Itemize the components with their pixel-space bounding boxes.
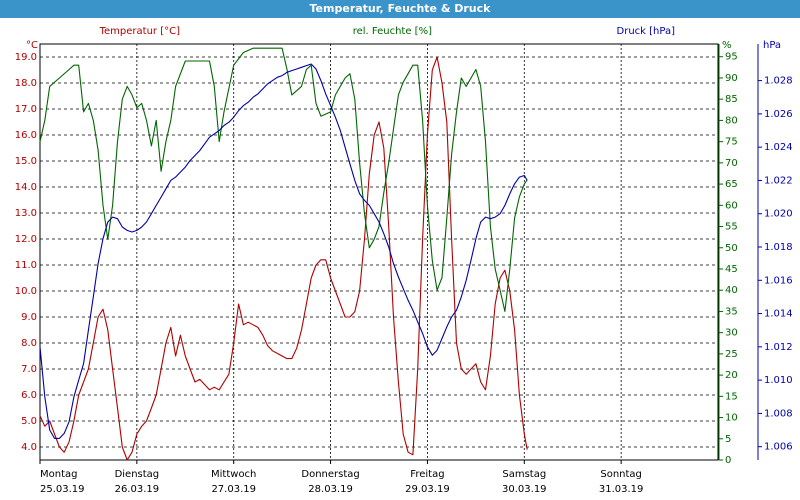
pressure-tick-label: 1.028 xyxy=(764,76,793,87)
humidity-tick-label: 65 xyxy=(725,179,738,190)
temperature-tick-label: 5.0 xyxy=(21,416,37,427)
temperature-tick-label: 18.0 xyxy=(15,78,37,89)
humidity-tick-label: 40 xyxy=(725,285,738,296)
humidity-series-line xyxy=(39,47,528,312)
temperature-tick-label: 11.0 xyxy=(15,260,37,271)
humidity-tick-label: 70 xyxy=(725,158,738,169)
day-tick-label: Sonntag xyxy=(600,469,642,480)
temperature-tick-label: 10.0 xyxy=(15,286,37,297)
pressure-tick-label: 1.008 xyxy=(764,408,793,419)
pressure-tick-label: 1.016 xyxy=(764,275,793,286)
pressure-tick-label: 1.020 xyxy=(764,209,793,220)
humidity-tick-label: 0 xyxy=(725,455,731,466)
temperature-tick-label: 14.0 xyxy=(15,182,37,193)
temperature-axis-title: Temperatur [°C] xyxy=(99,26,180,37)
humidity-tick-label: 75 xyxy=(725,137,738,148)
humidity-tick-label: 30 xyxy=(725,328,738,339)
humidity-tick-label: 35 xyxy=(725,306,738,317)
pressure-tick-label: 1.024 xyxy=(764,142,793,153)
axes: 4.0 5.0 6.0 7.0 8.0 9.0 10.0 11.0 12.0 13.0 14.0 15… xyxy=(15,44,793,495)
pressure-axis-title: Druck [hPa] xyxy=(617,26,676,37)
pressure-tick-label: 1.014 xyxy=(764,309,793,320)
date-tick-label: 29.03.19 xyxy=(405,484,450,495)
date-tick-label: 26.03.19 xyxy=(115,484,160,495)
grid xyxy=(39,43,719,461)
temperature-tick-label: 17.0 xyxy=(15,104,37,115)
temperature-tick-label: 15.0 xyxy=(15,156,37,167)
temperature-tick-label: 8.0 xyxy=(21,338,37,349)
humidity-tick-label: 95 xyxy=(725,52,738,63)
pressure-tick-label: 1.006 xyxy=(764,442,793,453)
date-tick-label: 30.03.19 xyxy=(502,484,547,495)
humidity-tick-label: 10 xyxy=(725,413,738,424)
humidity-tick-label: 60 xyxy=(725,200,738,211)
window-title: Temperatur, Feuchte & Druck xyxy=(0,0,800,18)
humidity-tick-label: 55 xyxy=(725,222,738,233)
temperature-tick-label: 7.0 xyxy=(21,364,37,375)
day-tick-label: Samstag xyxy=(502,469,546,480)
pressure-tick-label: 1.022 xyxy=(764,175,793,186)
day-tick-label: Mittwoch xyxy=(211,469,256,480)
humidity-tick-label: 50 xyxy=(725,243,738,254)
pressure-tick-label: 1.010 xyxy=(764,375,793,386)
humidity-tick-label: 20 xyxy=(725,370,738,381)
temperature-tick-label: 6.0 xyxy=(21,390,37,401)
pressure-tick-label: 1.026 xyxy=(764,109,793,120)
temperature-tick-label: 16.0 xyxy=(15,130,37,141)
temperature-tick-label: 19.0 xyxy=(15,52,37,63)
humidity-tick-label: 90 xyxy=(725,73,738,84)
pressure-tick-label: 1.012 xyxy=(764,342,793,353)
humidity-tick-label: 25 xyxy=(725,349,738,360)
plot-border xyxy=(39,43,719,461)
humidity-axis-title: rel. Feuchte [%] xyxy=(353,26,432,37)
chart-canvas: 4.0 5.0 6.0 7.0 8.0 9.0 10.0 11.0 12.0 13.0 14.0 15… xyxy=(15,26,793,495)
day-tick-label: Dienstag xyxy=(115,469,160,480)
humidity-tick-label: 15 xyxy=(725,391,738,402)
pressure-tick-label: 1.018 xyxy=(764,242,793,253)
date-tick-label: 25.03.19 xyxy=(40,484,85,495)
temperature-unit-label: °C xyxy=(26,40,38,51)
temperature-series-line xyxy=(39,56,528,461)
date-tick-label: 31.03.19 xyxy=(599,484,644,495)
temperature-tick-label: 4.0 xyxy=(21,442,37,453)
day-tick-label: Freitag xyxy=(410,469,444,480)
temperature-tick-label: 12.0 xyxy=(15,234,37,245)
day-tick-label: Montag xyxy=(40,469,77,480)
humidity-unit-label: % xyxy=(722,40,732,51)
humidity-tick-label: 5 xyxy=(725,434,731,445)
date-tick-label: 27.03.19 xyxy=(211,484,256,495)
series-group xyxy=(39,47,528,461)
humidity-tick-label: 45 xyxy=(725,264,738,275)
date-tick-label: 28.03.19 xyxy=(308,484,353,495)
humidity-tick-label: 80 xyxy=(725,115,738,126)
pressure-unit-label: hPa xyxy=(763,40,781,51)
temperature-tick-label: 13.0 xyxy=(15,208,37,219)
temperature-tick-label: 9.0 xyxy=(21,312,37,323)
humidity-tick-label: 85 xyxy=(725,94,738,105)
day-tick-label: Donnerstag xyxy=(301,469,359,480)
pressure-series-line xyxy=(39,63,528,439)
